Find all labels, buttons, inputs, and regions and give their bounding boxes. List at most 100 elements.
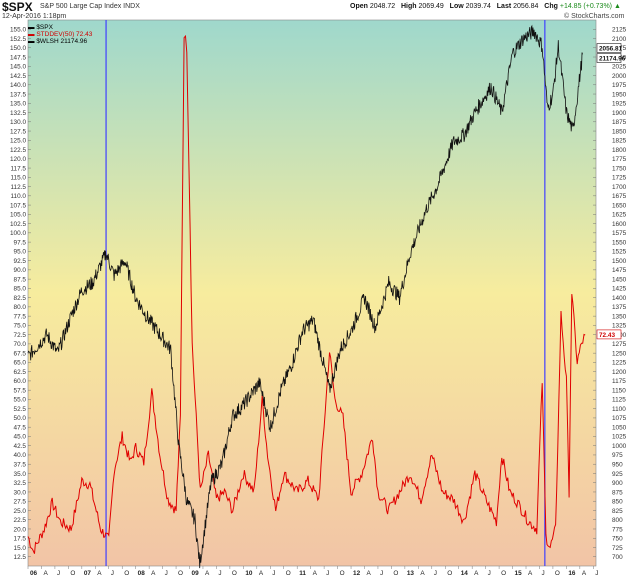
left-tick-label: 80.0 — [14, 304, 27, 311]
series-line-stddev — [27, 34, 586, 554]
x-tick-label: A — [528, 570, 533, 576]
left-tick-label: 12.5 — [14, 554, 27, 561]
right-tick-label: 1500 — [612, 258, 627, 265]
x-tick-label: 09 — [192, 570, 200, 576]
left-tick-label: 32.5 — [14, 480, 27, 487]
x-tick-label: A — [582, 570, 587, 576]
symbol-label: $SPX — [2, 0, 33, 14]
x-tick-label: A — [97, 570, 102, 576]
series-line-spx — [27, 24, 583, 569]
right-tick-label: 1925 — [612, 101, 627, 108]
left-tick-label: 42.5 — [14, 443, 27, 450]
right-tick-label: 975 — [612, 452, 623, 459]
x-tick-label: A — [43, 570, 48, 576]
x-tick-label: O — [124, 570, 129, 576]
x-tick-label: 12 — [353, 570, 361, 576]
legend-swatch-wlsh: ▬ — [28, 38, 35, 45]
right-tick-label: 700 — [612, 554, 623, 561]
left-tick-label: 22.5 — [14, 517, 27, 524]
x-tick-label: J — [272, 570, 275, 576]
chart-legend: ▬ $SPX ▬ STDDEV(50) 72.43 ▬ $WLSH 21174.… — [28, 24, 92, 45]
x-tick-label: 07 — [84, 570, 92, 576]
right-tick-label: 1375 — [612, 304, 627, 311]
right-tick-label: 1100 — [612, 406, 626, 413]
left-tick-label: 142.5 — [10, 73, 26, 80]
index-name: S&P 500 Large Cap Index INDX — [40, 3, 140, 10]
x-tick-label: 11 — [299, 570, 306, 576]
left-tick-label: 132.5 — [10, 110, 26, 117]
left-tick-label: 27.5 — [14, 499, 27, 506]
left-tick-label: 75.0 — [14, 323, 27, 330]
left-tick-label: 120.0 — [10, 156, 26, 163]
left-tick-label: 70.0 — [14, 341, 27, 348]
left-tick-label: 65.0 — [14, 360, 27, 367]
legend-item-wlsh: ▬ $WLSH 21174.96 — [28, 38, 88, 45]
right-tick-label: 1600 — [612, 221, 627, 228]
x-tick-label: A — [420, 570, 425, 576]
left-tick-label: 127.5 — [10, 128, 26, 135]
x-tick-label: J — [111, 570, 114, 576]
x-tick-label: O — [447, 570, 452, 576]
x-tick-label: O — [286, 570, 291, 576]
left-tick-label: 67.5 — [14, 350, 27, 357]
left-tick-label: 147.5 — [10, 54, 26, 61]
x-tick-label: J — [541, 570, 544, 576]
right-tick-label: 1850 — [612, 128, 627, 135]
x-tick-label: O — [232, 570, 237, 576]
right-tick-label: 875 — [612, 489, 623, 496]
left-tick-label: 15.0 — [14, 545, 27, 552]
left-tick-label: 102.5 — [10, 221, 26, 228]
value-tag-label: 2056.81 — [599, 45, 623, 52]
left-tick-label: 107.5 — [10, 202, 26, 209]
right-tick-label: 1650 — [612, 202, 627, 209]
left-tick-label: 50.0 — [14, 415, 27, 422]
left-tick-label: 110.0 — [10, 193, 26, 200]
left-tick-label: 112.5 — [10, 184, 26, 191]
x-tick-label: J — [326, 570, 329, 576]
left-tick-label: 115.0 — [10, 175, 26, 182]
right-tick-label: 1050 — [612, 424, 627, 431]
left-tick-label: 140.0 — [10, 82, 26, 89]
left-tick-label: 52.5 — [14, 406, 27, 413]
right-tick-label: 1625 — [612, 212, 627, 219]
right-tick-label: 1800 — [612, 147, 627, 154]
left-tick-label: 122.5 — [10, 147, 26, 154]
left-tick-label: 135.0 — [10, 101, 26, 108]
x-tick-label: A — [259, 570, 264, 576]
right-tick-label: 1425 — [612, 286, 627, 293]
right-tick-label: 900 — [612, 480, 623, 487]
x-tick-label: J — [595, 570, 598, 576]
left-tick-label: 40.0 — [14, 452, 27, 459]
left-tick-label: 35.0 — [14, 471, 27, 478]
stockcharts-logo: © StockCharts.com — [564, 13, 625, 20]
x-tick-label: O — [70, 570, 75, 576]
x-tick-label: O — [555, 570, 560, 576]
legend-item-stddev: ▬ STDDEV(50) 72.43 — [28, 31, 93, 38]
left-tick-label: 137.5 — [10, 91, 26, 98]
left-tick-label: 85.0 — [14, 286, 27, 293]
right-tick-label: 1750 — [612, 165, 627, 172]
right-tick-label: 1900 — [612, 110, 627, 117]
right-tick-label: 1250 — [612, 350, 627, 357]
left-tick-label: 45.0 — [14, 434, 27, 441]
right-tick-label: 750 — [612, 536, 623, 543]
value-tag-box — [596, 53, 622, 63]
left-tick-label: 60.0 — [14, 378, 27, 385]
right-tick-label: 1775 — [612, 156, 627, 163]
left-tick-label: 90.0 — [14, 267, 27, 274]
quote-date: 12-Apr-2016 1:18pm — [2, 13, 67, 20]
left-tick-label: 20.0 — [14, 526, 27, 533]
left-tick-label: 152.5 — [10, 36, 26, 43]
left-tick-label: 72.5 — [14, 332, 27, 339]
x-tick-label: J — [434, 570, 437, 576]
right-tick-label: 1450 — [612, 276, 627, 283]
right-tick-label: 1700 — [612, 184, 627, 191]
left-tick-label: 37.5 — [14, 462, 27, 469]
left-tick-label: 95.0 — [14, 249, 27, 256]
left-tick-label: 97.5 — [14, 239, 27, 246]
right-tick-label: 725 — [612, 545, 623, 552]
right-tick-label: 1000 — [612, 443, 627, 450]
right-tick-label: 775 — [612, 526, 623, 533]
right-tick-label: 1475 — [612, 267, 627, 274]
